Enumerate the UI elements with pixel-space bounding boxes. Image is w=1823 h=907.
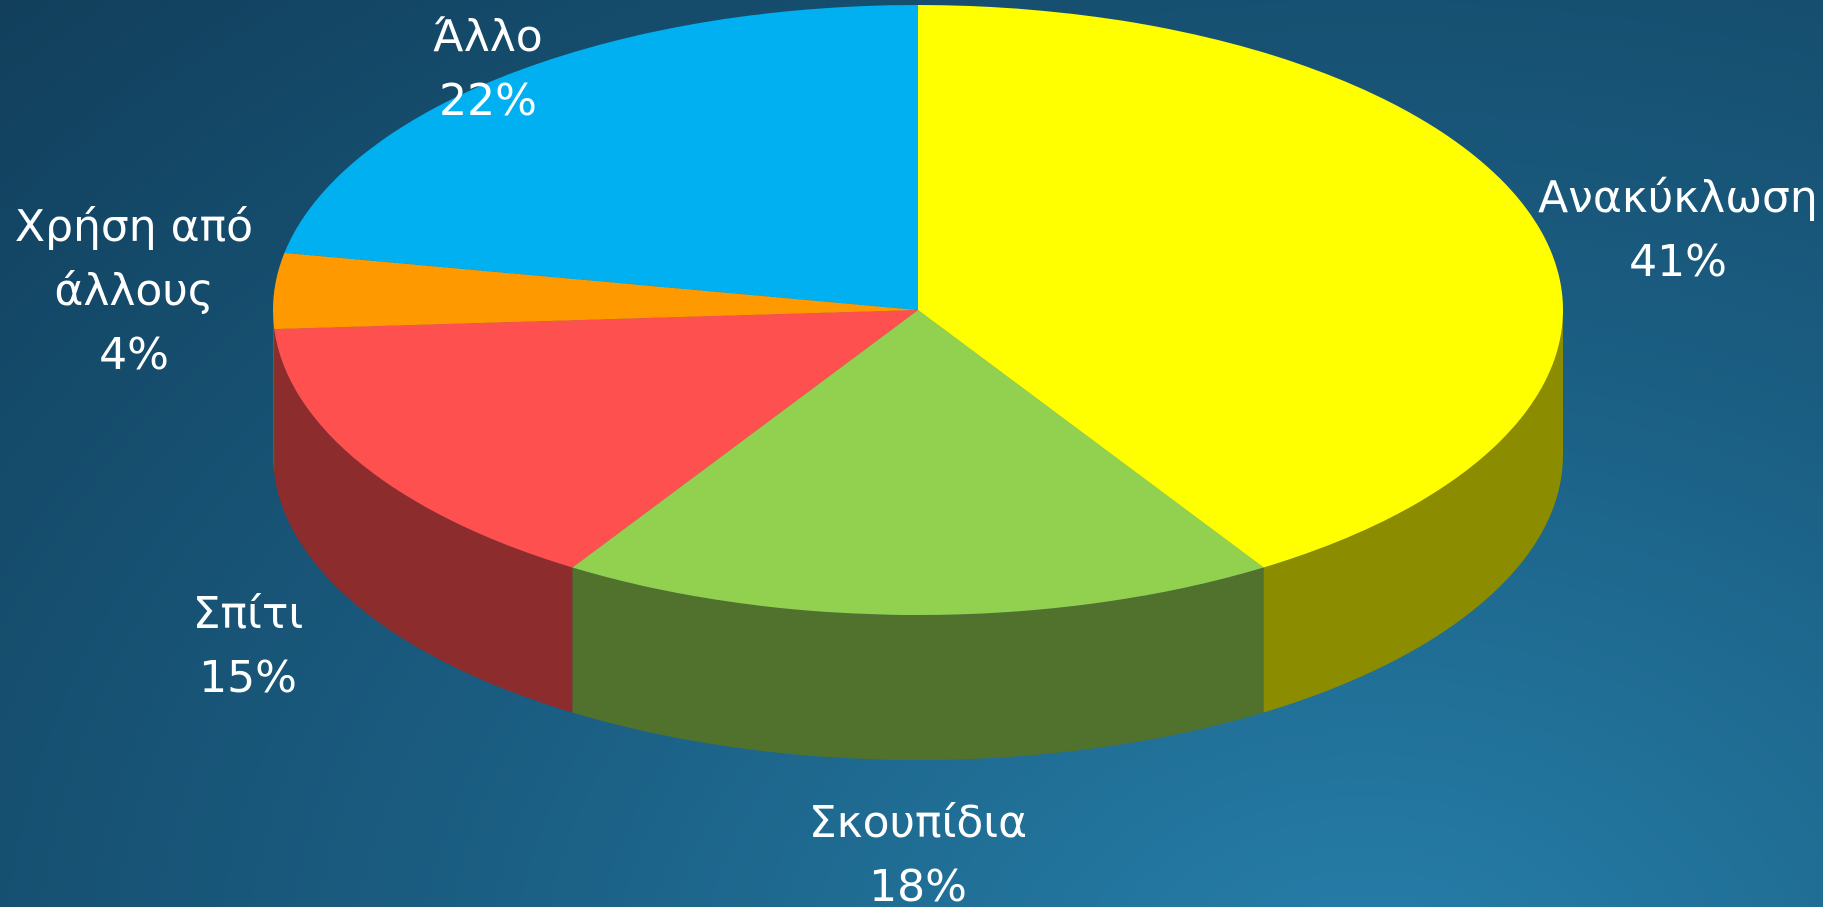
pie-slice-side [572,567,1264,760]
data-label-name: Άλλο [433,11,543,62]
pie-tops [273,5,1563,615]
pie-slice [274,310,918,568]
data-label-name: Ανακύκλωση [1538,172,1818,223]
data-label: Σκουπίδια 18% [768,791,1068,907]
pie-sides [273,310,1563,760]
data-label-name: Σπίτι [192,588,304,639]
pie-slice [284,5,919,310]
data-label-value: 4% [99,329,169,380]
data-label-value: 15% [199,652,297,703]
data-label-name: Χρήση από άλλους [14,201,254,316]
data-label: Ανακύκλωση 41% [1528,166,1823,294]
data-label-name: Σκουπίδια [808,797,1028,848]
data-label: Σπίτι 15% [98,582,398,710]
pie-slice [273,252,918,330]
pie-slice-side [273,310,275,475]
data-label-value: 18% [869,861,967,907]
data-label-value: 22% [439,75,537,126]
pie-slice [572,310,1264,615]
pie-slice-side [274,329,573,713]
data-label: Άλλο 22% [338,5,638,133]
data-label-value: 41% [1629,236,1727,287]
data-label: Χρήση από άλλους 4% [4,195,264,387]
pie-slice [918,5,1563,568]
pie-slice-side [1263,310,1563,713]
